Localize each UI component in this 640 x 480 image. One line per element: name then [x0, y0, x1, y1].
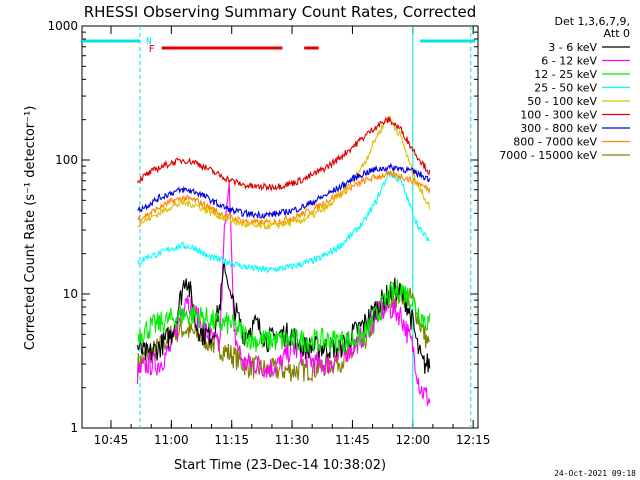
x-axis-label: Start Time (23-Dec-14 10:38:02) [174, 458, 386, 473]
night-flag-label: N [146, 37, 151, 47]
legend-entry-label: 800 - 7000 keV [513, 136, 597, 149]
legend-entry-label: 7000 - 15000 keV [499, 149, 597, 162]
y-tick-label: 10 [63, 287, 78, 301]
x-tick-label: 11:30 [275, 433, 310, 447]
series-line [137, 162, 431, 219]
legend-entry-label: 300 - 800 keV [520, 122, 597, 135]
y-tick-label: 100 [55, 153, 78, 167]
legend-entry-label: 12 - 25 keV [534, 68, 597, 81]
legend-entry-label: 6 - 12 keV [541, 55, 597, 68]
x-tick-label: 11:45 [335, 433, 370, 447]
series-line [136, 116, 431, 192]
legend-header: Det 1,3,6,7,9, [554, 15, 630, 28]
x-tick-label: 12:00 [396, 433, 431, 447]
legend-entry-label: 25 - 50 keV [534, 82, 597, 95]
y-tick-label: 1 [70, 421, 78, 435]
chart-title: RHESSI Observing Summary Count Rates, Co… [84, 3, 477, 21]
x-tick-label: 11:15 [214, 433, 249, 447]
x-tick-label: 12:15 [456, 433, 491, 447]
x-tick-label: 11:00 [154, 433, 189, 447]
x-tick-label: 10:45 [94, 433, 129, 447]
y-tick-label: 1000 [47, 19, 78, 33]
legend-entry-label: 100 - 300 keV [520, 109, 597, 122]
y-axis-label: Corrected Count Rate (s⁻¹ detector⁻¹) [23, 106, 38, 351]
legend-header: Att 0 [604, 27, 630, 40]
legend-entry-label: 3 - 6 keV [548, 41, 597, 54]
plot-frame [81, 25, 479, 429]
flare-flag-label: F [149, 44, 155, 55]
series-line [137, 279, 431, 353]
plot-area: 1 10 100 1000 10:45 11:00 11:15 11:30 11:45 12:00… [47, 19, 490, 447]
legend-entry-label: 50 - 100 keV [527, 95, 597, 108]
series-line [137, 114, 431, 230]
timestamp: 24-Oct-2021 09:18 [554, 469, 636, 478]
series-line [137, 171, 430, 274]
